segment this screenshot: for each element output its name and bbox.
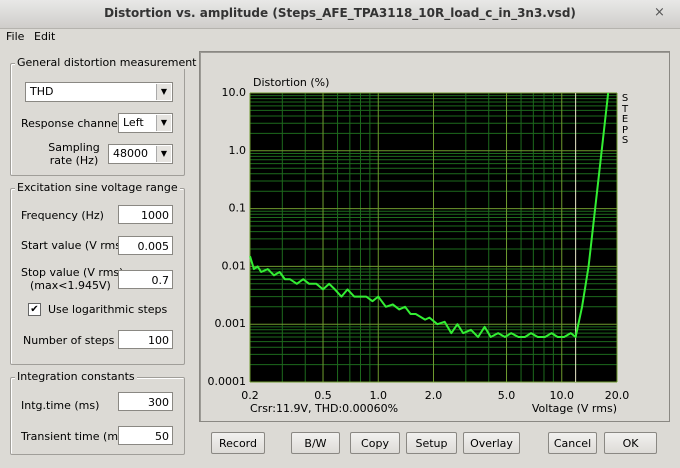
label: Number of steps [23, 334, 115, 347]
x-tick-label: 10.0 [550, 389, 575, 402]
x-tick-label: 2.0 [425, 389, 443, 402]
text-field[interactable]: 0.7 [118, 270, 173, 289]
label: Transient time (ms) [21, 430, 129, 443]
combo-value: 48000 [113, 147, 148, 160]
label: Sampling rate (Hz) [48, 141, 100, 167]
close-button[interactable]: × [654, 5, 665, 20]
y-tick-label: 0.01 [222, 259, 247, 272]
title-bar [0, 0, 680, 29]
y-tick-label: 10.0 [222, 86, 247, 99]
y-tick-label: 0.001 [215, 317, 247, 330]
text-field[interactable]: 300 [118, 392, 173, 411]
label: Use logarithmic steps [48, 303, 168, 316]
checkbox[interactable]: ✔ [28, 303, 41, 316]
button[interactable]: Copy [350, 432, 400, 454]
x-axis-label: Voltage (V rms) [532, 402, 617, 415]
button[interactable]: Setup [406, 432, 457, 454]
window-title: Distortion vs. amplitude (Steps_AFE_TPA3… [104, 6, 576, 20]
label: Intg.time (ms) [21, 399, 100, 412]
combo-arrow: ▼ [156, 84, 171, 100]
combo-box[interactable]: THD ▼ [25, 82, 173, 102]
x-tick-label: 0.2 [241, 389, 259, 402]
group-legend: General distortion measurement [15, 56, 199, 69]
group-legend: Excitation sine voltage range [15, 181, 180, 194]
x-tick-label: 0.5 [314, 389, 332, 402]
text-field[interactable]: 0.005 [118, 236, 173, 255]
y-tick-label: 0.0001 [208, 375, 247, 388]
cursor-readout: Crsr:11.9V, THD:0.00060% [250, 402, 398, 415]
button[interactable]: Cancel [548, 432, 597, 454]
grid [249, 92, 618, 383]
menu-item[interactable]: File [6, 30, 25, 43]
button[interactable]: Record [211, 432, 265, 454]
plot-panel [199, 51, 670, 422]
label: Frequency (Hz) [21, 209, 104, 222]
y-tick-label: 1.0 [229, 144, 247, 157]
x-tick-label: 1.0 [370, 389, 388, 402]
x-tick-label: 20.0 [605, 389, 630, 402]
label: Start value (V rms) [21, 239, 126, 252]
text-field[interactable]: 50 [118, 426, 173, 445]
label: Stop value (V rms) [21, 266, 124, 279]
side-label: STEPS [621, 93, 629, 146]
button[interactable]: OK [604, 432, 657, 454]
combo-box[interactable]: 48000 ▼ [108, 144, 173, 164]
label: (max<1.945V) [30, 279, 111, 292]
button[interactable]: Overlay [463, 432, 520, 454]
text-field[interactable]: 100 [118, 330, 173, 349]
combo-value: Left [123, 116, 144, 129]
group-legend: Integration constants [15, 370, 137, 383]
combo-arrow: ▼ [156, 115, 171, 131]
button[interactable]: B/W [291, 432, 340, 454]
menu-item[interactable]: Edit [34, 30, 56, 43]
x-tick-label: 5.0 [498, 389, 516, 402]
combo-box[interactable]: Left ▼ [118, 113, 173, 133]
combo-arrow: ▼ [156, 146, 171, 162]
data-line [249, 92, 610, 339]
y-tick-label: 0.1 [229, 202, 247, 215]
label: Response channel [21, 117, 121, 130]
combo-value: THD [30, 85, 54, 98]
text-field[interactable]: 1000 [118, 205, 173, 224]
y-axis-label: Distortion (%) [253, 76, 329, 89]
